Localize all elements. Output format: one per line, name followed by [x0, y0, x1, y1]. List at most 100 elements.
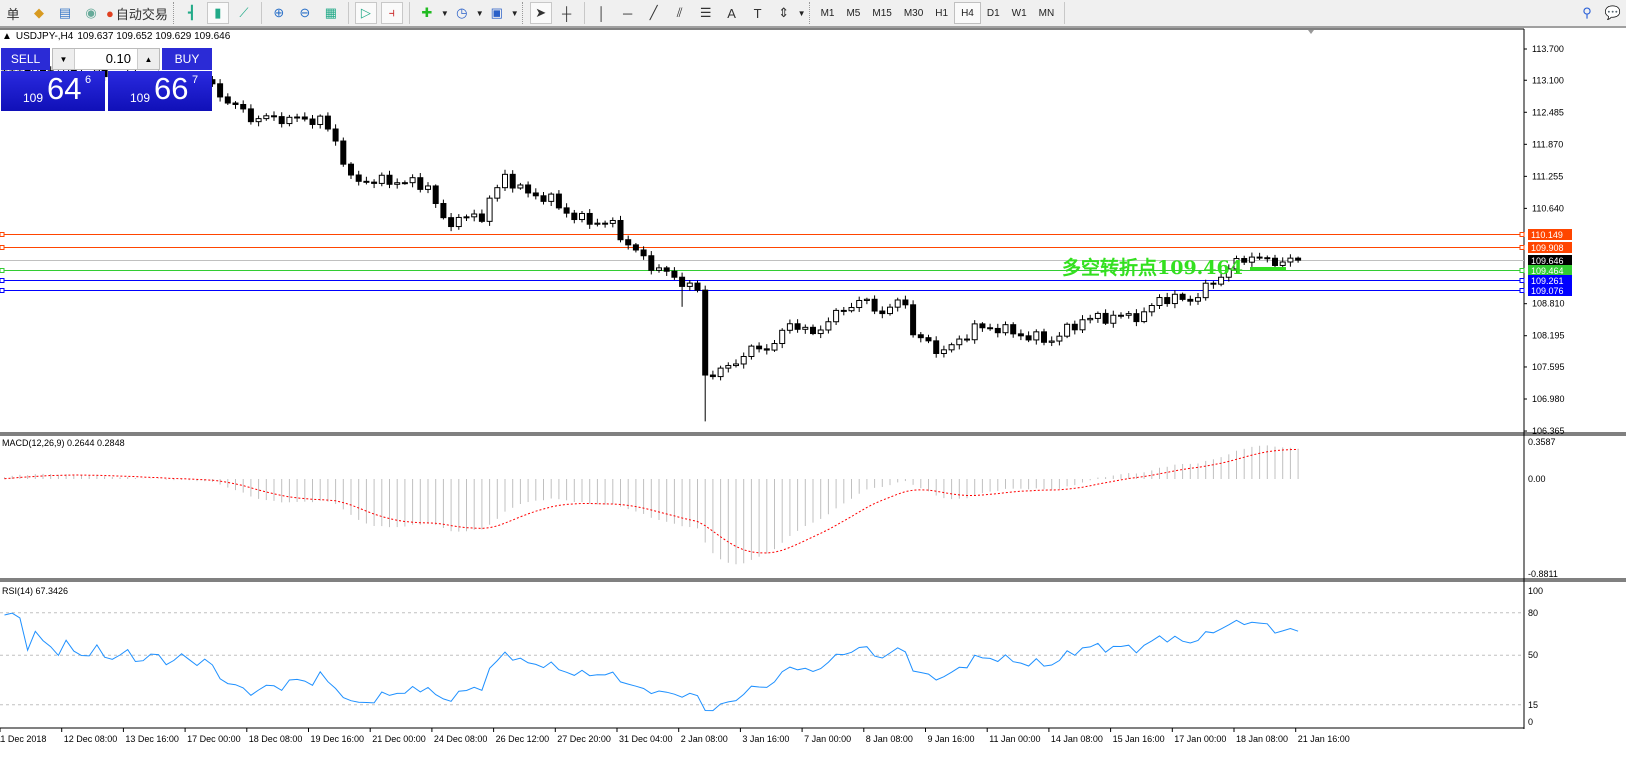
candle: [663, 267, 670, 272]
candle: [1264, 257, 1271, 260]
menu-fragment[interactable]: 单: [6, 6, 20, 22]
timeframe-mn[interactable]: MN: [1038, 7, 1055, 19]
search-icon[interactable]: ⚲: [1582, 5, 1592, 20]
toolbar-grip[interactable]: [808, 2, 812, 24]
time-label: 24 Dec 08:00: [434, 734, 488, 744]
periods-clock-icon[interactable]: ◷: [456, 5, 468, 20]
candle: [1272, 257, 1278, 266]
arrows-icon[interactable]: ⇕: [778, 5, 790, 20]
crosshair-icon[interactable]: ┼: [562, 5, 572, 21]
candle: [263, 115, 270, 120]
chevron-down-icon[interactable]: ▼: [510, 8, 519, 18]
candle: [1118, 314, 1124, 317]
trendline-icon[interactable]: ╱: [649, 5, 658, 20]
fibonacci-icon[interactable]: ☰: [699, 5, 712, 20]
chevron-down-icon[interactable]: ▼: [440, 8, 449, 18]
candle: [1171, 293, 1178, 305]
tile-windows-icon[interactable]: ▦: [324, 5, 338, 20]
timeframe-m15[interactable]: M15: [872, 7, 892, 19]
new-order-icon[interactable]: ◆: [34, 5, 44, 20]
candle: [286, 116, 293, 125]
level-price-tag: [1528, 255, 1572, 266]
equidistant-channel-icon[interactable]: ⫽: [676, 5, 683, 20]
candle: [378, 174, 385, 184]
text-icon[interactable]: A: [727, 5, 736, 21]
candle: [532, 192, 539, 197]
templates-icon[interactable]: ▣: [490, 5, 503, 20]
price-label: 106.980: [1532, 394, 1565, 404]
time-label: 17 Jan 00:00: [1174, 734, 1226, 744]
increase-lot-icon[interactable]: ▲: [137, 49, 159, 69]
bar-chart-icon[interactable]: ┫: [187, 5, 196, 20]
candle: [340, 140, 347, 165]
level-price-tag: [1528, 229, 1572, 240]
chevron-down-icon[interactable]: ▼: [475, 8, 484, 18]
timeframe-d1[interactable]: D1: [986, 7, 1000, 19]
candle: [294, 116, 301, 119]
toolbar: 单 ◆ ▤ ◉ ● 自动交易 ┫ ▮ ⟋ ⊕ ⊖ ▦ ▷ ⫞ ✚ ▼ ◷ ▼ ▣ ▼ ➤…: [0, 0, 1626, 28]
zoom-out-icon[interactable]: ⊖: [299, 5, 311, 20]
candle: [348, 163, 354, 176]
candle: [948, 344, 955, 351]
sell-price-button[interactable]: 109 64 6: [1, 71, 105, 111]
timeframe-m1[interactable]: M1: [820, 7, 835, 19]
candle: [956, 338, 963, 346]
collapse-arrow-icon[interactable]: ▲: [2, 31, 12, 42]
candle: [448, 217, 455, 228]
candle: [925, 337, 932, 342]
autotrade-button[interactable]: ● 自动交易: [106, 2, 168, 24]
chevron-down-icon[interactable]: ▼: [797, 8, 806, 18]
toolbar-grip[interactable]: [521, 2, 525, 24]
cursor-icon[interactable]: ➤: [529, 2, 552, 24]
candle: [1010, 324, 1017, 335]
autoscroll-icon[interactable]: ▷: [354, 2, 377, 24]
sell-price-pips: 64: [47, 71, 82, 106]
candle: [1248, 256, 1255, 263]
text-label-icon[interactable]: T: [753, 5, 762, 21]
indicators-icon[interactable]: ✚: [421, 5, 433, 20]
time-label: 19 Dec 16:00: [311, 734, 365, 744]
toolbar-grip[interactable]: [172, 2, 176, 24]
timeframe-h1[interactable]: H1: [935, 7, 949, 19]
time-label: 18 Jan 08:00: [1236, 734, 1288, 744]
chart-shift-icon[interactable]: ⫞: [380, 2, 403, 24]
candle: [309, 118, 316, 125]
candle: [1210, 282, 1217, 285]
candle: [586, 212, 593, 225]
history-center-icon[interactable]: ▤: [58, 5, 72, 20]
time-label: 26 Dec 12:00: [496, 734, 550, 744]
candle: [602, 222, 609, 225]
zoom-in-icon[interactable]: ⊕: [273, 5, 285, 20]
autotrade-icon: ●: [106, 5, 114, 21]
lot-size-input[interactable]: 0.10: [105, 51, 131, 66]
chat-icon[interactable]: 💬: [1604, 5, 1622, 20]
lot-size-stepper[interactable]: ▼ 0.10 ▲: [52, 48, 160, 70]
price-label: 110.640: [1532, 203, 1564, 213]
candle: [794, 323, 801, 330]
timeframe-m30[interactable]: M30: [903, 7, 924, 19]
signals-icon[interactable]: ◉: [85, 5, 97, 20]
sell-button[interactable]: SELL: [1, 48, 50, 70]
buy-button[interactable]: BUY: [162, 48, 212, 70]
timeframe-w1[interactable]: W1: [1011, 7, 1027, 19]
candlestick-icon[interactable]: ▮: [206, 2, 229, 24]
line-chart-icon[interactable]: ⟋: [239, 5, 249, 20]
vertical-line-icon[interactable]: │: [597, 5, 606, 21]
candle: [817, 329, 824, 335]
candle: [910, 304, 917, 336]
divider: [260, 2, 262, 24]
buy-price-button[interactable]: 109 66 7: [108, 71, 212, 111]
decrease-lot-icon[interactable]: ▼: [53, 49, 75, 69]
timeframe-m5[interactable]: M5: [846, 7, 861, 19]
time-label: 21 Dec 00:00: [372, 734, 426, 744]
pivot-annotation[interactable]: 多空转折点109.464: [1062, 257, 1243, 279]
ohlc-values: 109.637 109.652 109.629 109.646: [77, 31, 231, 42]
timeframe-h4[interactable]: H4: [954, 2, 981, 24]
horizontal-line-icon[interactable]: ─: [623, 5, 633, 21]
candle: [478, 213, 485, 222]
candle: [840, 309, 847, 312]
price-label: 108.810: [1532, 299, 1565, 309]
candle: [301, 116, 308, 120]
candle: [609, 219, 616, 224]
